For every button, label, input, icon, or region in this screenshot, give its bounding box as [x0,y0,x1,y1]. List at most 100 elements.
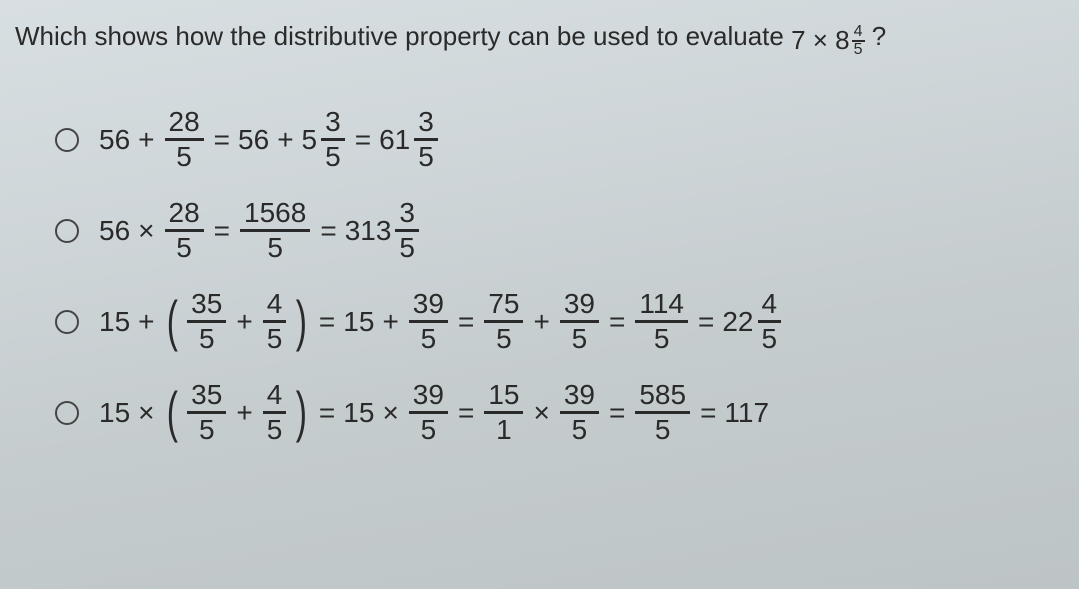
operator: = [214,124,230,156]
radio-button[interactable] [55,310,79,334]
fraction-numerator: 28 [165,108,204,141]
fraction: 355 [187,381,226,444]
operator: + [236,397,252,429]
option-1[interactable]: 56+285=56+535=6135 [55,108,1079,171]
operator: = [214,215,230,247]
fraction-numerator: 3 [395,199,419,232]
fraction-numerator: 1568 [240,199,310,232]
left-parenthesis: ( [166,390,177,435]
operator: = [320,215,336,247]
number-text: 15 [343,397,374,429]
fraction: 151 [484,381,523,444]
fraction-numerator: 3 [414,108,438,141]
fraction-denominator: 1 [492,414,516,444]
number-text: 15 [99,397,130,429]
option-4[interactable]: 15×(355+45)=15×395=151×395=5855=117 [55,381,1079,444]
fraction-numerator: 585 [635,381,690,414]
fraction: 5855 [635,381,690,444]
number-text: 56 [238,124,269,156]
mixed-number: 6135 [379,108,440,171]
question-expression: 7 × 8 4 5 [791,24,864,58]
fraction: 1145 [635,290,688,353]
number-text: 15 [343,306,374,338]
operator: × [138,215,154,247]
fraction-denominator: 5 [263,232,287,262]
fraction-numerator: 39 [409,381,448,414]
fraction-numerator: 3 [321,108,345,141]
radio-button[interactable] [55,219,79,243]
operator: = [458,397,474,429]
fraction: 355 [187,290,226,353]
fraction-numerator: 75 [484,290,523,323]
question-text: Which shows how the distributive propert… [0,0,1079,58]
fraction-denominator: 5 [758,323,782,353]
fraction-numerator: 39 [409,290,448,323]
fraction-denominator: 5 [568,414,592,444]
fraction-numerator: 15 [484,381,523,414]
mixed-whole: 313 [345,215,392,247]
fraction-denominator: 5 [321,141,345,171]
fraction: 395 [409,290,448,353]
number-text: 15 [99,306,130,338]
mixed-fraction: 35 [395,199,419,262]
fraction-denominator: 5 [395,232,419,262]
mixed-number: 31335 [345,199,421,262]
fraction-denominator: 5 [414,141,438,171]
operator: = [609,306,625,338]
operator: = [458,306,474,338]
fraction-denominator: 5 [492,323,516,353]
math-expression: 56×285=15685=31335 [99,199,421,262]
fraction: 45 [263,290,287,353]
fraction-numerator: 35 [187,381,226,414]
operator: = [355,124,371,156]
fraction: 15685 [240,199,310,262]
operator: = [698,306,714,338]
fraction: 755 [484,290,523,353]
fraction-numerator: 4 [263,290,287,323]
number-text: 56 [99,124,130,156]
fraction: 285 [165,199,204,262]
mixed-fraction: 45 [758,290,782,353]
expression-frac-den: 5 [852,42,865,58]
option-3[interactable]: 15+(355+45)=15+395=755+395=1145=2245 [55,290,1079,353]
expression-frac-num: 4 [852,24,865,42]
fraction-denominator: 5 [172,141,196,171]
operator: + [382,306,398,338]
options-container: 56+285=56+535=613556×285=15685=3133515+(… [0,108,1079,444]
mixed-number: 535 [302,108,347,171]
fraction: 395 [560,290,599,353]
operator: + [138,124,154,156]
operator: + [138,306,154,338]
operator: + [236,306,252,338]
fraction-denominator: 5 [263,414,287,444]
mixed-whole: 22 [722,306,753,338]
fraction: 395 [560,381,599,444]
operator: = [319,306,335,338]
math-expression: 15+(355+45)=15+395=755+395=1145=2245 [99,290,783,353]
radio-button[interactable] [55,128,79,152]
fraction: 285 [165,108,204,171]
mixed-fraction: 35 [321,108,345,171]
fraction-numerator: 4 [758,290,782,323]
fraction-numerator: 35 [187,290,226,323]
math-expression: 56+285=56+535=6135 [99,108,440,171]
fraction-numerator: 28 [165,199,204,232]
fraction-denominator: 5 [650,323,674,353]
fraction-denominator: 5 [172,232,196,262]
right-parenthesis: ) [296,390,307,435]
operator: = [609,397,625,429]
operator: + [277,124,293,156]
fraction-denominator: 5 [417,414,441,444]
option-2[interactable]: 56×285=15685=31335 [55,199,1079,262]
operator: = [700,397,716,429]
left-parenthesis: ( [166,299,177,344]
mixed-fraction: 35 [414,108,438,171]
fraction-denominator: 5 [263,323,287,353]
fraction-denominator: 5 [195,414,219,444]
radio-button[interactable] [55,401,79,425]
mixed-whole: 5 [302,124,318,156]
fraction-denominator: 5 [195,323,219,353]
operator: = [319,397,335,429]
fraction-numerator: 114 [635,290,688,323]
fraction-numerator: 39 [560,381,599,414]
